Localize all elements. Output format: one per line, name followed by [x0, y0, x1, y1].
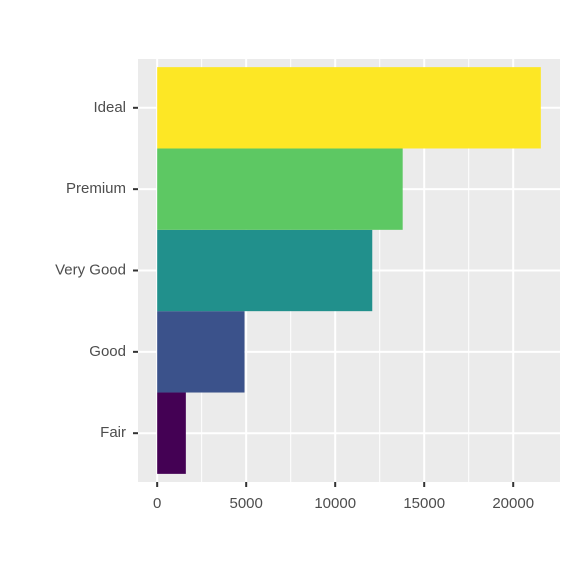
bar — [157, 148, 403, 230]
y-tick-label: Fair — [100, 424, 126, 441]
x-tick-label: 5000 — [230, 495, 263, 512]
x-tick-label: 10000 — [314, 495, 356, 512]
y-tick-label: Premium — [66, 180, 126, 197]
y-tick-label: Good — [89, 343, 126, 360]
bar — [157, 311, 245, 393]
y-tick-label: Ideal — [93, 99, 126, 116]
x-tick-label: 20000 — [492, 495, 534, 512]
bar — [157, 229, 373, 312]
x-tick-label: 15000 — [403, 495, 445, 512]
y-tick-label: Very Good — [55, 261, 126, 278]
bar — [157, 67, 541, 149]
x-tick-label: 0 — [153, 495, 161, 512]
bar — [157, 392, 186, 474]
